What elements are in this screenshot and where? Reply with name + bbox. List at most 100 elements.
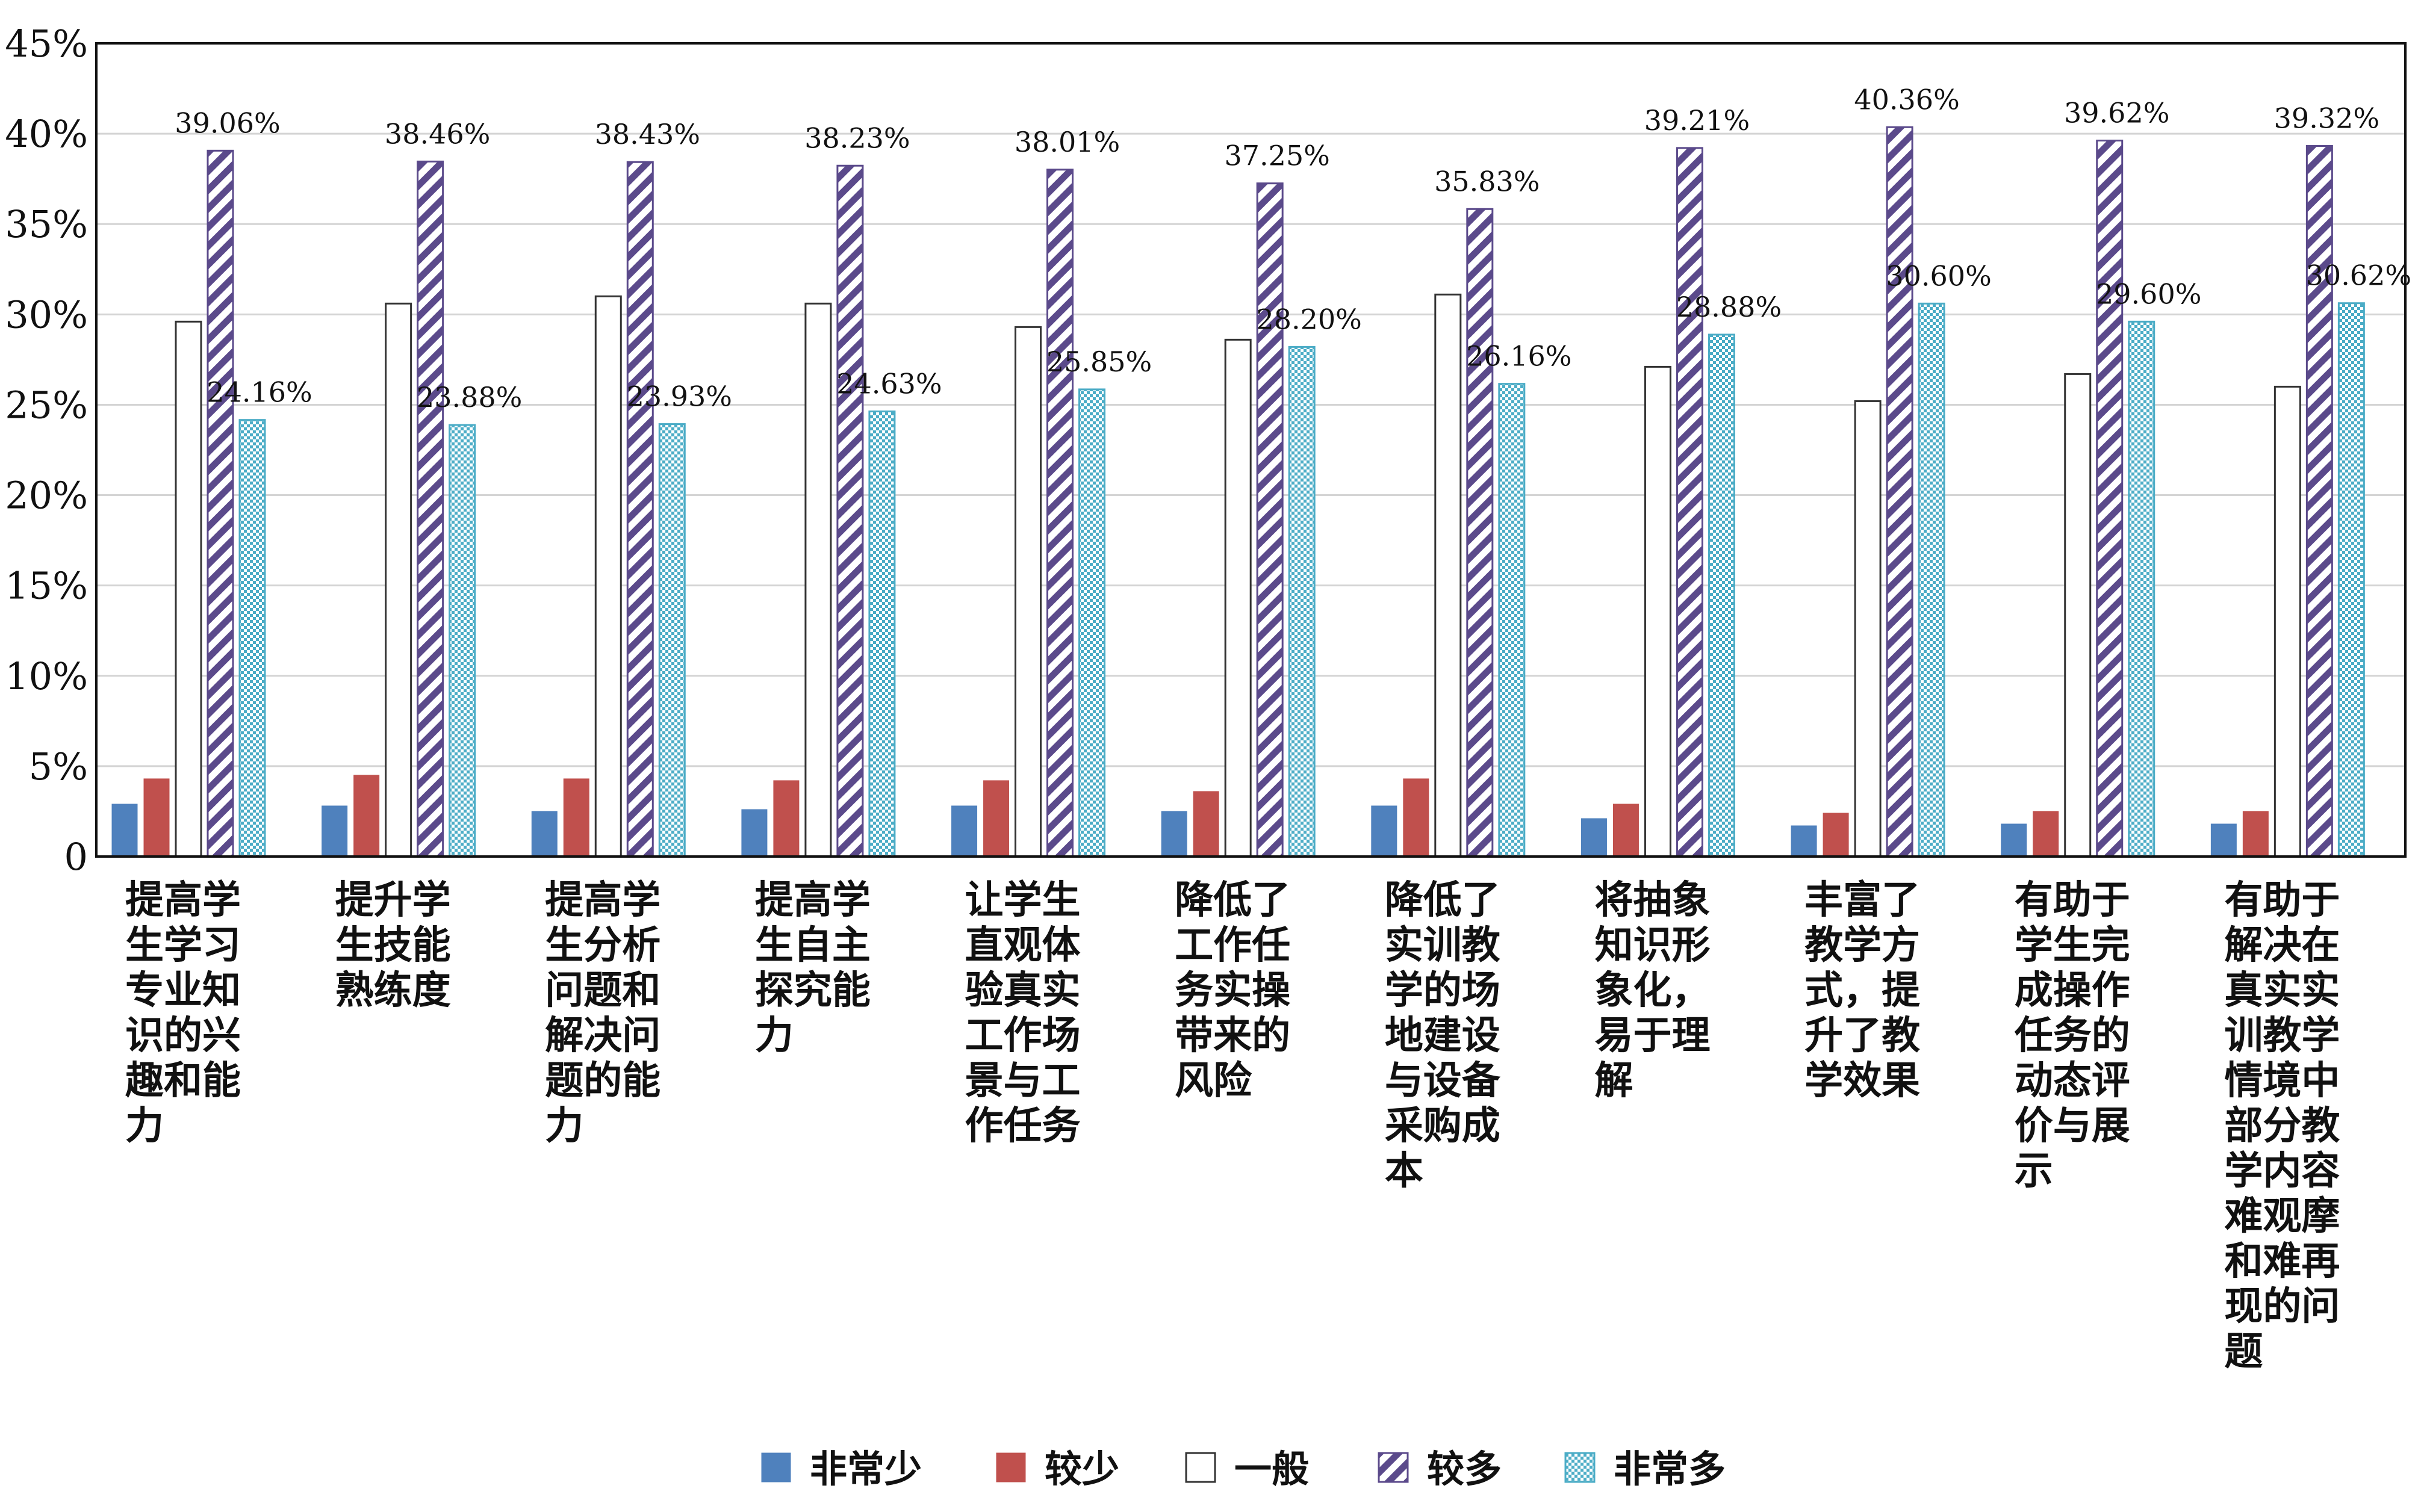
y-tick-label: 40%: [5, 112, 88, 156]
bar-较少: [1403, 778, 1429, 857]
y-tick-label: 45%: [5, 22, 88, 66]
category-label-line: 解决在: [2224, 923, 2340, 968]
category-label-line: 工作场: [965, 1014, 1081, 1058]
category-label-line: 工作任: [1175, 923, 1290, 968]
category-label-line: 地建设: [1385, 1014, 1500, 1058]
category-label-line: 学的场: [1385, 968, 1500, 1013]
category-label-line: 学内容: [2224, 1149, 2340, 1194]
data-label: 25.85%: [1046, 345, 1152, 378]
legend-label: 一般: [1234, 1447, 1309, 1491]
bar-一般: [2273, 385, 2301, 858]
category-label-line: 降低了: [1385, 878, 1500, 923]
category-label-line: 情境中: [2224, 1059, 2340, 1103]
category-label-line: 务实操: [1175, 968, 1290, 1013]
bar-非常少: [2001, 823, 2027, 857]
category-label-line: 力: [125, 1104, 164, 1148]
bar-非常少: [1161, 811, 1187, 857]
data-label: 39.06%: [175, 107, 280, 139]
legend-item: 非常少: [761, 1447, 922, 1491]
bar-较少: [563, 778, 589, 857]
category-label-line: 难观摩: [2224, 1194, 2340, 1239]
data-label: 24.16%: [207, 376, 312, 409]
category-label-line: 趣和能: [125, 1059, 241, 1103]
y-tick-label: 0: [64, 835, 88, 879]
bar-非常多: [1708, 333, 1735, 858]
bar-较少: [2033, 811, 2059, 857]
legend-label: 非常多: [1614, 1447, 1726, 1491]
category-label-line: 提高学: [125, 878, 241, 923]
data-label: 30.62%: [2306, 259, 2411, 292]
category-label-line: 有助于: [2015, 878, 2130, 923]
legend-label: 较少: [1045, 1447, 1119, 1491]
bar-一般: [594, 295, 622, 858]
data-label: 30.60%: [1886, 259, 1991, 292]
bar-较少: [1823, 813, 1849, 857]
category-label-line: 将抽象: [1594, 878, 1710, 923]
category-label-line: 识的兴: [125, 1014, 241, 1058]
bar-一般: [385, 302, 412, 858]
data-label: 39.62%: [2064, 97, 2169, 129]
category-label-line: 景与工: [965, 1059, 1081, 1103]
category-label-line: 提升学: [335, 878, 451, 923]
bar-较多: [1676, 147, 1703, 858]
bar-一般: [804, 302, 832, 858]
bar-较少: [2242, 811, 2269, 857]
data-labels: 39.06% 38.46% 38.43% 38.23% 38.01% 37.25% 35.8…: [175, 83, 2411, 414]
legend-item: 非常多: [1564, 1447, 1726, 1491]
data-label: 38.43%: [595, 118, 700, 150]
category-label-line: 学生完: [2015, 923, 2130, 968]
y-tick-label: 10%: [5, 654, 88, 698]
bar-非常多: [1078, 388, 1106, 858]
category-label-line: 提高学: [545, 878, 660, 923]
category-label-line: 有助于: [2224, 878, 2340, 923]
bar-非常少: [1580, 818, 1607, 857]
data-label: 38.01%: [1015, 126, 1120, 158]
category-label-line: 价与展: [2015, 1104, 2130, 1148]
bar-较多: [1886, 126, 1913, 858]
bar-非常少: [1791, 825, 1817, 857]
bar-一般: [175, 320, 202, 858]
bar-非常少: [111, 804, 138, 857]
bar-非常多: [1498, 383, 1526, 858]
data-label: 28.20%: [1256, 303, 1361, 335]
bar-非常少: [322, 805, 348, 857]
category-label-line: 力: [755, 1014, 794, 1058]
bar-较多: [1046, 169, 1074, 858]
category-label-line: 探究能: [755, 968, 871, 1013]
bar-非常多: [2128, 320, 2155, 858]
bar-较多: [1256, 182, 1284, 858]
y-tick-label: 25%: [5, 383, 88, 427]
legend-item: 较少: [996, 1447, 1119, 1491]
bar-一般: [1644, 365, 1671, 858]
data-label: 23.93%: [627, 380, 732, 413]
bar-较多: [836, 164, 864, 858]
data-label: 29.60%: [2096, 277, 2201, 310]
category-label-line: 采购成: [1385, 1104, 1500, 1148]
bar-较多: [626, 161, 654, 858]
category-label-line: 现的问: [2224, 1284, 2340, 1329]
category-label-line: 熟练度: [335, 968, 451, 1013]
legend-item: 较多: [1378, 1447, 1502, 1491]
y-tick-label: 35%: [5, 202, 88, 246]
bar-较少: [353, 775, 380, 857]
category-label-line: 风险: [1175, 1059, 1252, 1103]
bar-较少: [773, 780, 800, 857]
bar-较多: [207, 149, 234, 858]
data-label: 28.88%: [1676, 291, 1782, 323]
bar-较多: [2096, 140, 2124, 858]
category-label-line: 生分析: [545, 923, 660, 968]
category-label-line: 式，提: [1804, 968, 1920, 1013]
category-label-line: 丰富了: [1804, 878, 1920, 923]
legend-swatch: [1564, 1452, 1596, 1483]
category-label-line: 本: [1385, 1149, 1423, 1194]
category-label-line: 教学方: [1804, 923, 1920, 968]
category-label-line: 提高学: [755, 878, 871, 923]
data-label: 26.16%: [1466, 340, 1571, 373]
